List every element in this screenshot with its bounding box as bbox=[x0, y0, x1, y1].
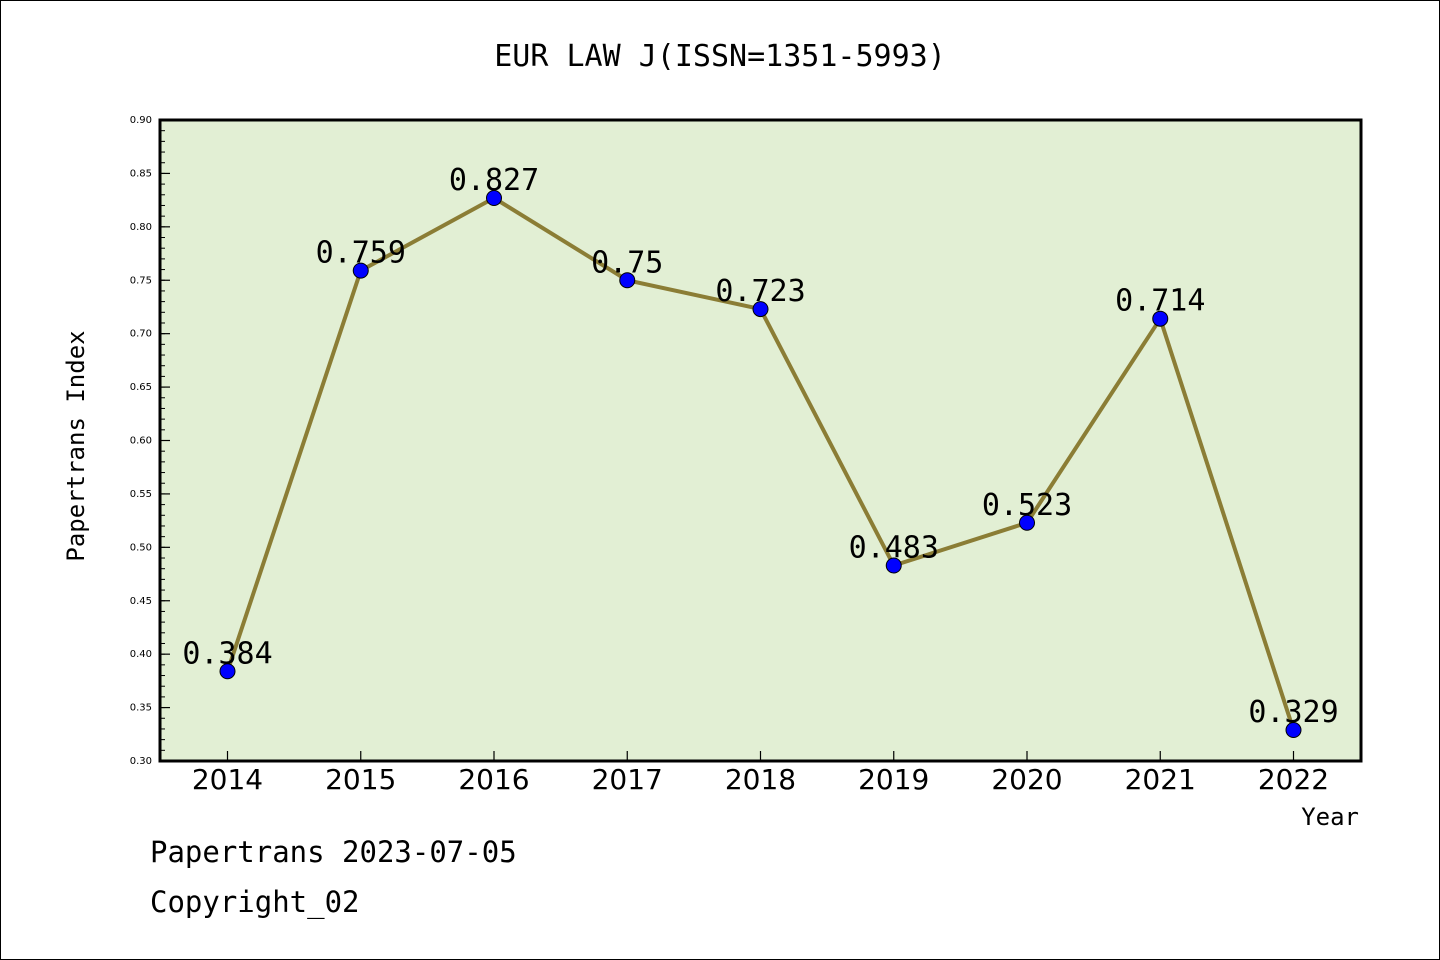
y-tick-label: 0.50 bbox=[130, 542, 152, 553]
y-tick-label: 0.65 bbox=[130, 382, 152, 393]
x-tick-label: 2016 bbox=[458, 763, 529, 796]
y-tick-label: 0.80 bbox=[130, 222, 152, 233]
data-label: 0.75 bbox=[591, 245, 663, 280]
data-point bbox=[219, 663, 236, 680]
data-label: 0.714 bbox=[1115, 284, 1205, 319]
y-tick-label: 0.60 bbox=[130, 436, 152, 447]
y-tick-label: 0.40 bbox=[130, 649, 152, 660]
footer-date: Papertrans 2023-07-05 bbox=[150, 835, 517, 869]
data-point bbox=[619, 272, 636, 289]
y-tick-label: 0.75 bbox=[130, 275, 152, 286]
x-tick-label: 2015 bbox=[325, 763, 396, 796]
y-tick-label: 0.30 bbox=[130, 756, 152, 767]
data-label: 0.827 bbox=[449, 163, 539, 198]
x-tick-label: 2017 bbox=[592, 763, 663, 796]
footer-copyright: Copyright_02 bbox=[150, 885, 360, 919]
data-labels-group: 0.384 0.759 0.827 0.75 0.723 0.483 0.523 0.714 0… bbox=[182, 163, 1338, 730]
data-label: 0.723 bbox=[715, 274, 805, 309]
chart-title: EUR LAW J(ISSN=1351-5993) bbox=[494, 39, 946, 74]
y-tick-label: 0.70 bbox=[130, 329, 152, 340]
x-tick-label: 2021 bbox=[1125, 763, 1196, 796]
x-tick-label: 2018 bbox=[725, 763, 796, 796]
data-label: 0.759 bbox=[316, 236, 406, 271]
data-label: 0.523 bbox=[982, 488, 1072, 523]
x-axis: 2014 2015 2016 2017 2018 2019 2020 2021 2022 bbox=[192, 751, 1329, 796]
data-point bbox=[1019, 514, 1035, 531]
y-tick-label: 0.45 bbox=[130, 596, 152, 607]
y-tick-label: 0.90 bbox=[130, 115, 152, 126]
data-point bbox=[1152, 310, 1169, 327]
data-label: 0.483 bbox=[849, 530, 939, 565]
data-point bbox=[486, 189, 502, 206]
y-axis-label: Papertrans Index bbox=[62, 330, 90, 561]
x-tick-label: 2019 bbox=[858, 763, 929, 796]
data-point bbox=[352, 262, 369, 279]
plot-border bbox=[158, 118, 1363, 763]
markers-group bbox=[219, 189, 1302, 739]
data-label: 0.329 bbox=[1248, 695, 1338, 730]
data-point bbox=[1285, 722, 1302, 739]
y-tick-label: 0.35 bbox=[130, 703, 152, 714]
plot-area bbox=[160, 120, 1361, 761]
y-tick-label: 0.85 bbox=[130, 168, 152, 179]
data-point bbox=[885, 557, 902, 574]
data-label: 0.384 bbox=[182, 636, 272, 671]
data-point bbox=[752, 301, 769, 318]
x-tick-label: 2020 bbox=[991, 763, 1062, 796]
x-tick-label: 2014 bbox=[192, 763, 263, 796]
x-tick-label: 2022 bbox=[1258, 763, 1329, 796]
x-axis-label: Year bbox=[1301, 803, 1359, 831]
y-tick-label: 0.55 bbox=[130, 489, 152, 500]
